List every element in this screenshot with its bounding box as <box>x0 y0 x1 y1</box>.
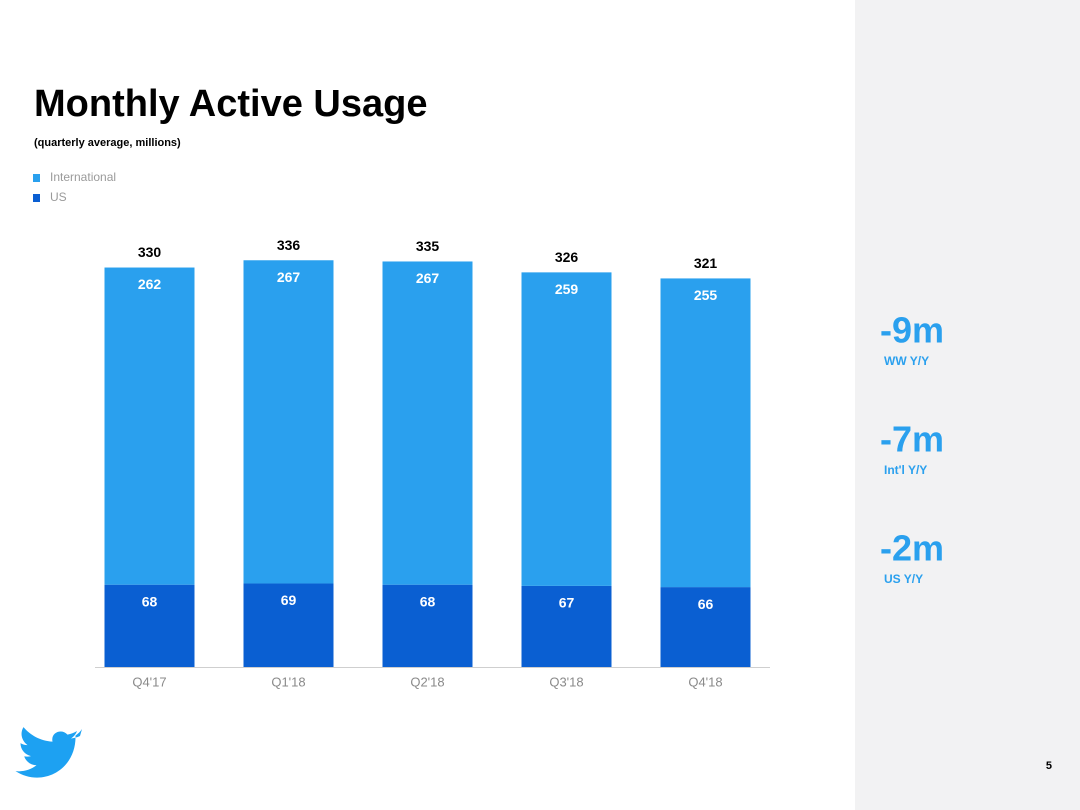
twitter-logo <box>15 727 82 778</box>
total-label: 326 <box>555 249 579 265</box>
x-tick-label: Q2'18 <box>410 674 444 689</box>
total-label: 321 <box>694 255 718 271</box>
stat-value: -7m <box>880 419 944 460</box>
value-label: 67 <box>559 595 575 611</box>
value-label: 68 <box>142 593 158 609</box>
value-label: 267 <box>416 270 440 286</box>
value-label: 259 <box>555 281 579 297</box>
legend-swatch <box>33 194 40 202</box>
value-label: 69 <box>281 592 297 608</box>
x-tick-label: Q4'18 <box>688 674 722 689</box>
bar-segment <box>104 584 195 667</box>
x-tick-label: Q4'17 <box>132 674 166 689</box>
total-label: 335 <box>416 238 440 254</box>
bar-segment <box>660 278 751 588</box>
bar-segment <box>521 585 612 667</box>
bar-segment <box>382 584 473 667</box>
value-label: 66 <box>698 596 714 612</box>
bar-segment <box>382 261 473 585</box>
stat-label: US Y/Y <box>884 572 923 586</box>
stat-label: Int'l Y/Y <box>884 463 927 477</box>
total-label: 336 <box>277 237 301 253</box>
legend-label: US <box>50 190 67 204</box>
total-label: 330 <box>138 244 162 260</box>
value-label: 262 <box>138 276 162 292</box>
legend-swatch <box>33 174 40 182</box>
bar-segment <box>660 587 751 667</box>
legend-label: International <box>50 170 116 184</box>
chart-title: Monthly Active Usage <box>34 83 427 125</box>
value-label: 255 <box>694 287 718 303</box>
value-label: 68 <box>420 593 436 609</box>
chart-subtitle: (quarterly average, millions) <box>34 137 181 149</box>
bar-segment <box>104 267 195 585</box>
bar-segment <box>243 260 334 584</box>
page-number: 5 <box>1046 760 1052 772</box>
side-panel <box>855 0 1080 810</box>
bar-segment <box>243 583 334 667</box>
stat-value: -2m <box>880 528 944 569</box>
x-tick-label: Q1'18 <box>271 674 305 689</box>
stat-label: WW Y/Y <box>884 354 929 368</box>
value-label: 267 <box>277 269 301 285</box>
stat-value: -9m <box>880 310 944 351</box>
x-tick-label: Q3'18 <box>549 674 583 689</box>
bar-segment <box>521 272 612 586</box>
